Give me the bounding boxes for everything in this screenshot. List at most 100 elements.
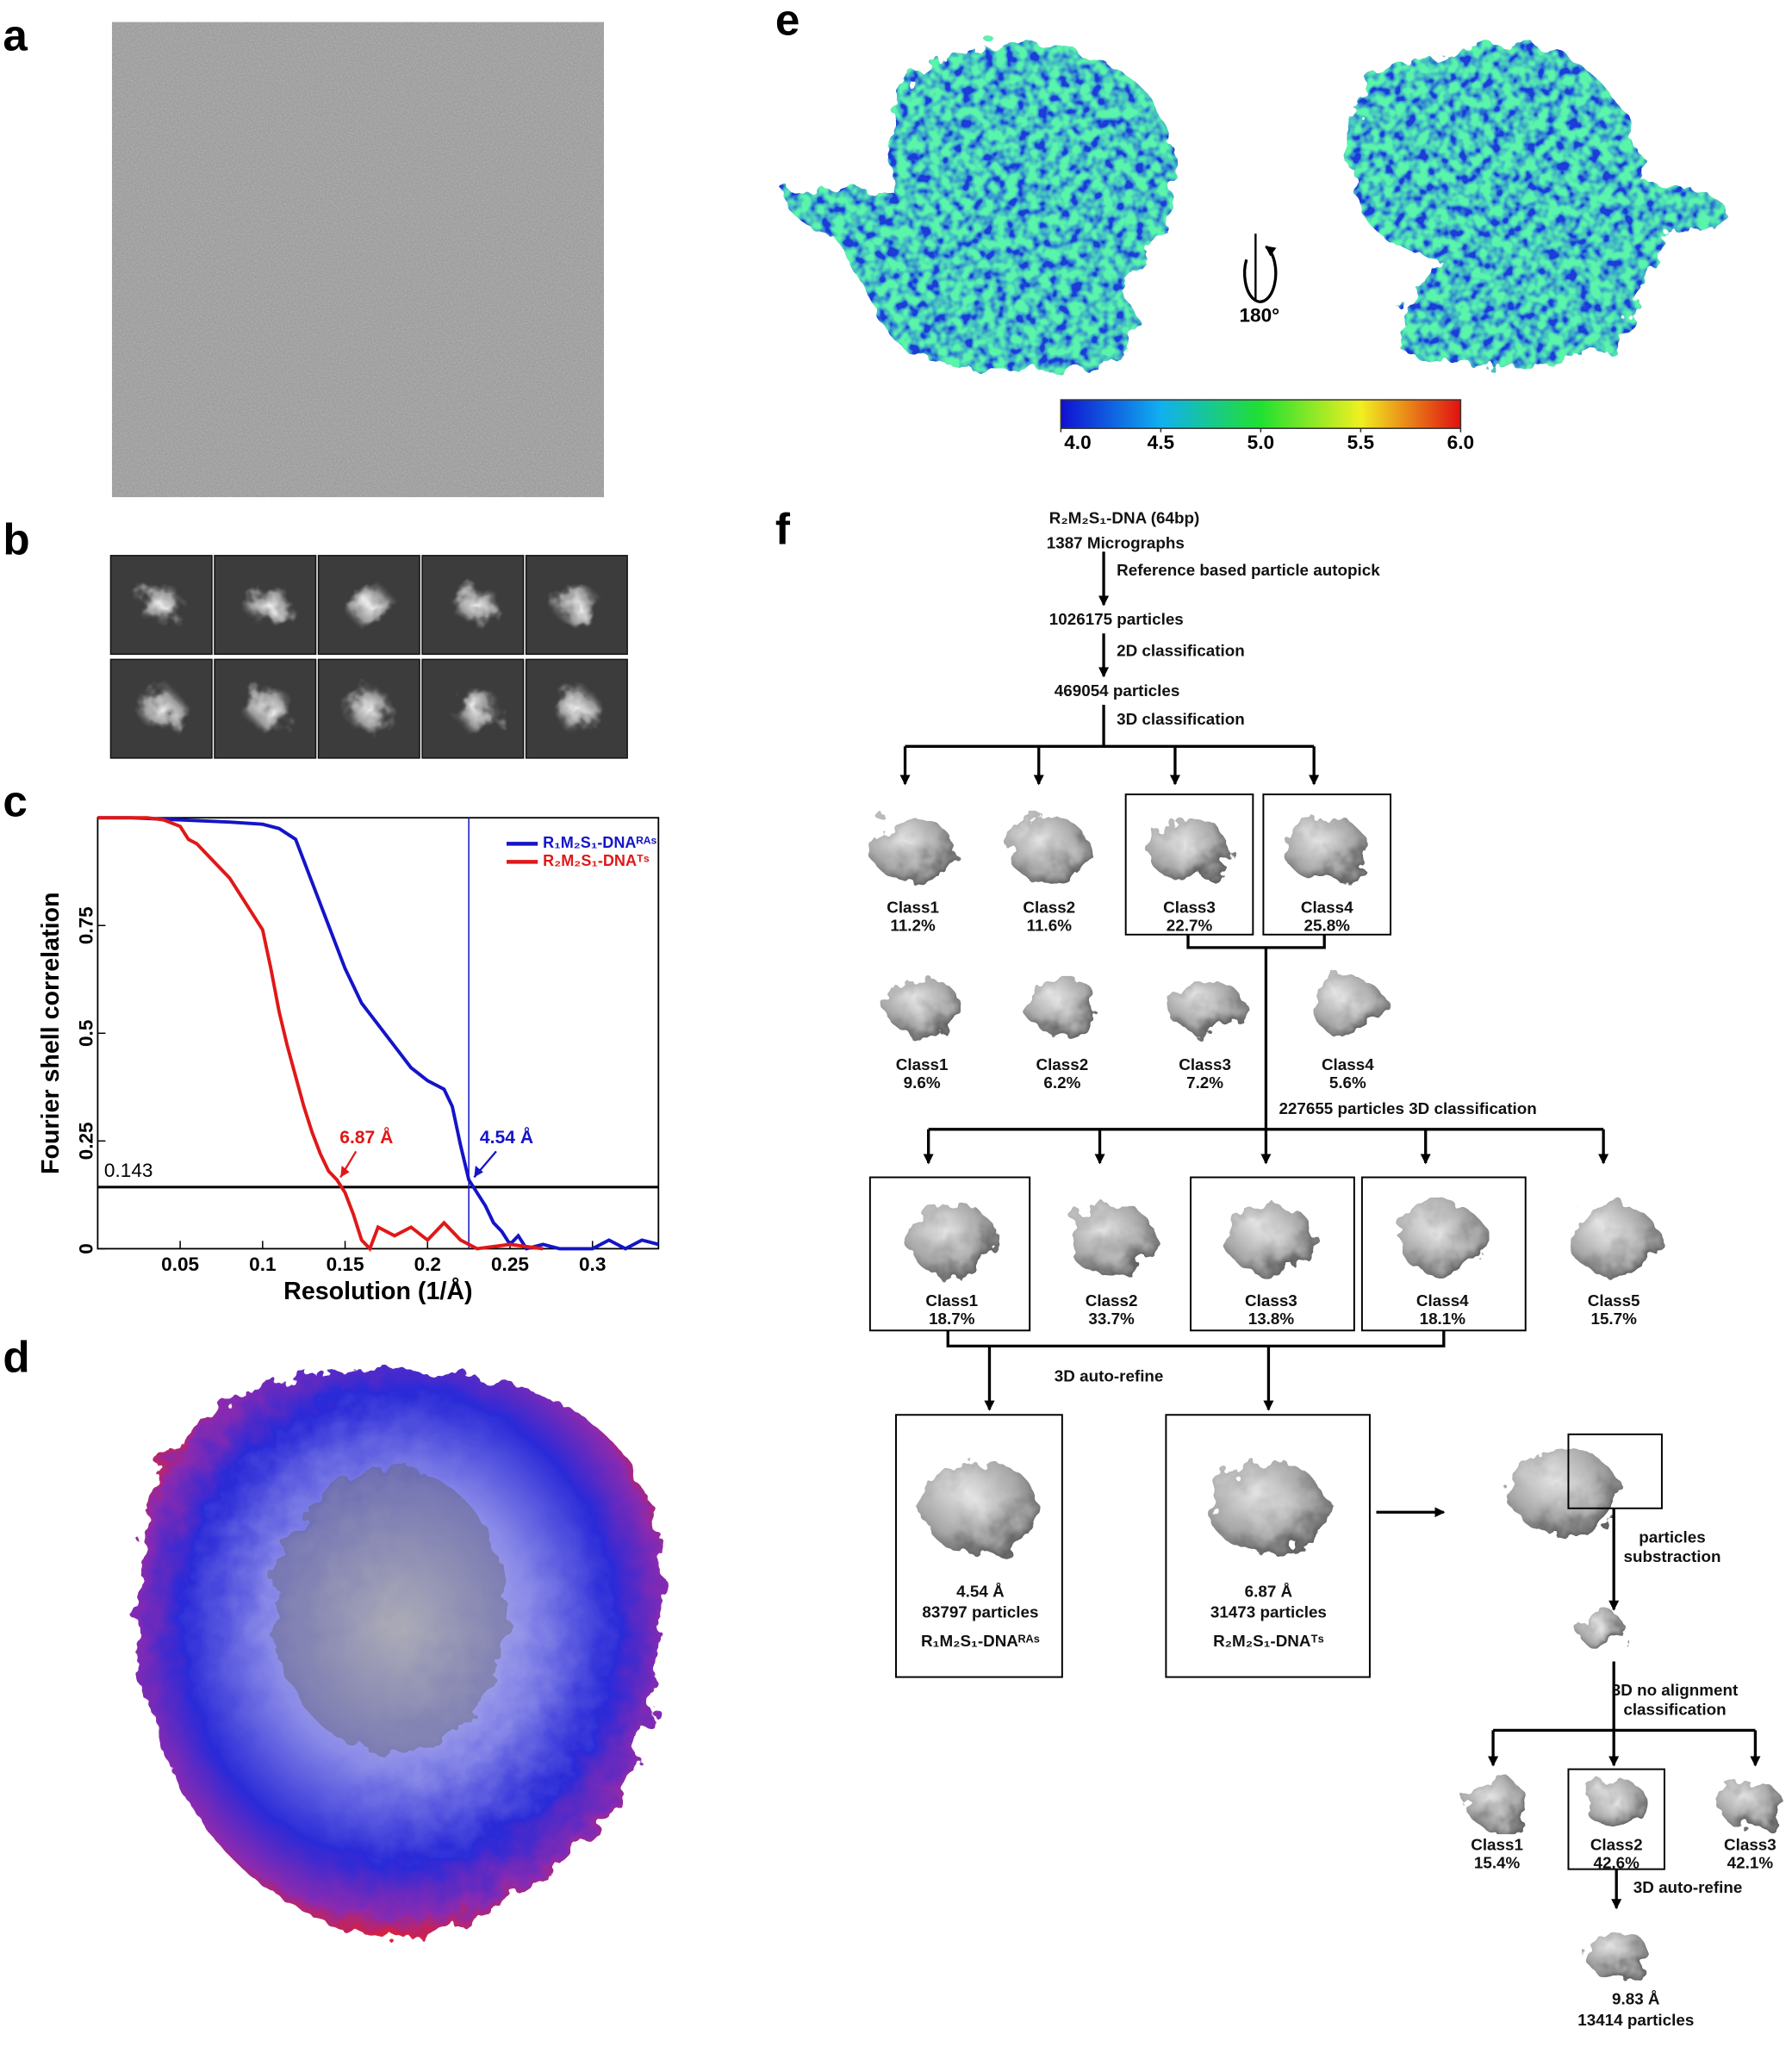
- annotation-arrowhead: [474, 1165, 483, 1178]
- density-map: [1024, 976, 1099, 1036]
- density-map: [1226, 1204, 1316, 1276]
- flow-text: 22.7%: [1167, 917, 1213, 935]
- x-tick-label: 0.3: [579, 1254, 606, 1275]
- density-map: [1285, 817, 1368, 883]
- threshold-label: 0.143: [104, 1160, 153, 1181]
- panel-label: b: [3, 514, 29, 563]
- flow-text: Class4: [1416, 1291, 1469, 1310]
- fsc-curve: [97, 816, 659, 1251]
- selection-box: [895, 1414, 1063, 1678]
- flow-text: 3D classification: [1117, 710, 1245, 728]
- density-map: [885, 976, 960, 1036]
- density-map: [1397, 1204, 1488, 1276]
- flow-text: 11.6%: [1027, 917, 1073, 935]
- rotation-arrow: [1243, 245, 1278, 303]
- x-tick-label: 0.1: [249, 1254, 276, 1275]
- density-map: [1067, 1204, 1157, 1276]
- x-tick-label: 0.15: [327, 1254, 364, 1275]
- flow-text: Class1: [1471, 1835, 1523, 1853]
- map-back: [1349, 43, 1727, 367]
- density-map: [1719, 1779, 1782, 1830]
- flow-line: [946, 1330, 1446, 1348]
- flow-text: 3D no alignment: [1612, 1681, 1739, 1699]
- flow-text: Class2: [1086, 1291, 1138, 1310]
- flow-text: substraction: [1623, 1547, 1720, 1565]
- flow-text: 469054 particles: [1055, 681, 1180, 700]
- colorbar-label: 4.0: [1064, 432, 1091, 453]
- density-map: [1585, 1779, 1648, 1830]
- x-axis-label: Resolution (1/Å): [283, 1277, 472, 1305]
- flow-text: 83797 particles: [922, 1603, 1038, 1621]
- flow-text: Class2: [1590, 1835, 1643, 1853]
- y-tick-label: 0.75: [75, 906, 96, 944]
- flow-text: 6.2%: [1043, 1073, 1080, 1092]
- annotation: 4.54 Å: [480, 1127, 533, 1148]
- annotation: 6.87 Å: [339, 1127, 393, 1148]
- y-tick-label: 0: [75, 1243, 96, 1254]
- colorbar-label: 4.5: [1148, 432, 1174, 453]
- flow-text: 18.1%: [1420, 1310, 1466, 1328]
- flow-text: Class4: [1301, 899, 1353, 917]
- class-average-particle: [136, 684, 186, 734]
- panel-label: e: [775, 0, 800, 45]
- density-map: [1148, 817, 1230, 883]
- flow-text: 227655 particles 3D classification: [1279, 1099, 1536, 1117]
- class-average-particle: [243, 582, 296, 627]
- legend-label: R₁M₂S₁-DNAᴿᴬˢ: [543, 834, 656, 851]
- flow-text: 18.7%: [929, 1310, 975, 1328]
- flow-text: Class3: [1163, 899, 1216, 917]
- flow-text: 15.4%: [1474, 1854, 1521, 1872]
- class-average-particle: [451, 684, 501, 734]
- flow-text: 33.7%: [1088, 1310, 1135, 1328]
- density-map: [1577, 1610, 1625, 1648]
- y-tick-label: 0.25: [75, 1122, 96, 1160]
- flow-text: Class1: [896, 1055, 949, 1073]
- flow-text: Class4: [1322, 1055, 1374, 1073]
- y-axis-label: Fourier shell correlation: [37, 893, 65, 1174]
- flow-text: Class2: [1036, 1055, 1088, 1073]
- flow-text: Class5: [1588, 1291, 1640, 1310]
- flow-text: 1026175 particles: [1049, 610, 1184, 628]
- x-tick-label: 0.2: [414, 1254, 441, 1275]
- flow-text: R₂M₂S₁-DNAᵀˢ: [1213, 1632, 1324, 1650]
- micrograph-texture: [111, 22, 605, 498]
- flow-text: 25.8%: [1304, 917, 1351, 935]
- flow-text: R₁M₂S₁-DNAᴿᴬˢ: [921, 1632, 1040, 1650]
- panel-label: c: [3, 777, 28, 826]
- class-average-particle: [136, 582, 186, 627]
- density-map: [1310, 976, 1385, 1036]
- selection-box: [1165, 1414, 1371, 1678]
- density-map: [1008, 817, 1091, 883]
- density-map: [1569, 1204, 1659, 1276]
- flow-text: Class3: [1724, 1835, 1776, 1853]
- class-average-particle: [341, 582, 396, 627]
- flow-text: Class2: [1023, 899, 1075, 917]
- colorbar-label: 5.5: [1347, 432, 1374, 453]
- density-map: [1167, 976, 1242, 1036]
- flow-text: 42.6%: [1594, 1854, 1640, 1872]
- density-map: [1465, 1779, 1528, 1830]
- colorbar: [1060, 399, 1462, 429]
- flow-text: Class1: [887, 899, 939, 917]
- flow-text: 3D auto-refine: [1633, 1878, 1743, 1896]
- density-map: [872, 817, 955, 883]
- class-average-particle: [551, 582, 603, 627]
- flow-text: 13.8%: [1248, 1310, 1295, 1328]
- plot-frame: [96, 817, 660, 1250]
- legend-label: R₂M₂S₁-DNAᵀˢ: [543, 852, 650, 869]
- selection-box: [1262, 793, 1392, 936]
- class-average-particle: [551, 684, 603, 734]
- flow-text: 15.7%: [1590, 1310, 1637, 1328]
- flow-text: 7.2%: [1186, 1073, 1223, 1092]
- class-average-particle: [243, 684, 296, 734]
- flow-text: Class3: [1245, 1291, 1297, 1310]
- flow-text: 2D classification: [1117, 641, 1245, 659]
- flow-text: 42.1%: [1727, 1854, 1774, 1872]
- selection-box: [1190, 1176, 1355, 1332]
- class-average-particle: [451, 582, 501, 627]
- flow-text: particles: [1639, 1527, 1705, 1546]
- density-map: [1509, 1449, 1620, 1537]
- fsc-curve: [97, 816, 544, 1252]
